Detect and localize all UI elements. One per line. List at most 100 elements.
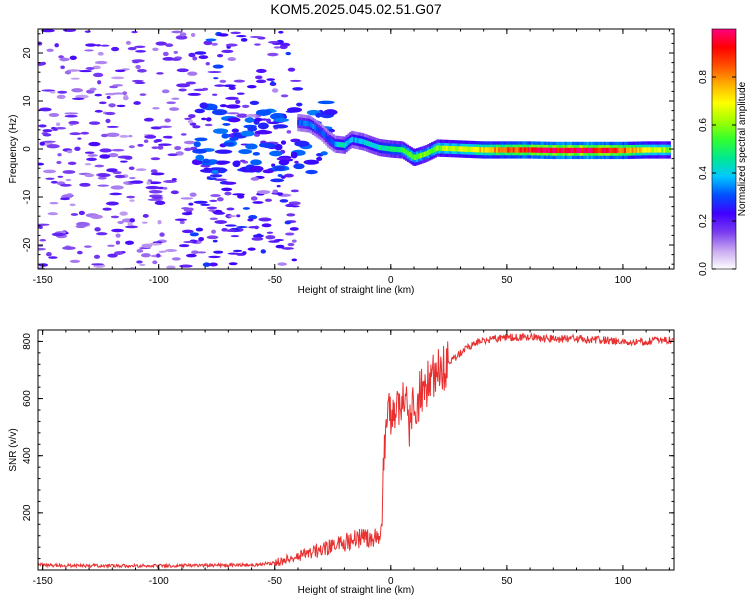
snr-y-tick-label: 800 [22, 333, 33, 350]
spectrogram-ridge-cell [599, 147, 603, 154]
spectrogram-cell [193, 141, 201, 148]
spectrogram-ridge-cell [585, 147, 588, 154]
spectrogram-cell [272, 189, 279, 194]
spectrogram-ridge-cell [549, 147, 553, 154]
spectrogram-ridge-cell [406, 150, 410, 156]
spectrogram-cell [110, 215, 120, 219]
spectrogram-cell [255, 75, 263, 80]
spectrogram-cell [129, 199, 135, 202]
spectrogram-ridge-cell [391, 146, 395, 152]
spectrogram-cell [273, 165, 286, 171]
spectrogram-cell [104, 111, 116, 116]
spectrogram-cell [171, 257, 181, 261]
spectrogram-cell [106, 95, 111, 99]
spectrogram-cell [62, 246, 76, 250]
spectrogram-ridge-cell [382, 145, 385, 151]
spectrogram-cell [54, 43, 59, 48]
spectrogram-cell [69, 132, 82, 136]
spectrogram-cell [305, 169, 318, 175]
spectrogram-ridge-cell [596, 147, 599, 154]
spectrogram-ridge-cell [560, 147, 564, 154]
spectrogram-cell [113, 251, 124, 255]
spectrogram-cell [136, 248, 144, 253]
spectrogram-ridge-cell [430, 148, 434, 154]
spectrogram-y-tick-label: 0 [22, 146, 33, 152]
spectrogram-cell [71, 97, 85, 100]
spectrogram-ridge-cell [544, 147, 547, 153]
spectrogram-ridge-cell [629, 147, 632, 153]
spectrogram-ridge-cell [663, 147, 666, 153]
colorbar-ticks: 0.0 0.2 0.4 0.6 0.8 [698, 70, 736, 276]
spectrogram-y-tick-label: 20 [22, 47, 33, 59]
spectrogram-ridge-cell [572, 147, 575, 154]
spectrogram-ridge-cell [317, 127, 320, 133]
spectrogram-cell [93, 254, 101, 259]
spectrogram-cell [278, 30, 284, 34]
spectrogram-cell [159, 232, 165, 237]
spectrogram-ridge-cell [352, 137, 356, 143]
spectrogram-cell [105, 118, 111, 124]
spectrogram-ridge-cell [490, 147, 493, 153]
spectrogram-cell [42, 133, 52, 137]
spectrogram-cell [108, 153, 119, 158]
spectrogram-cell [213, 77, 219, 80]
spectrogram-cell [280, 140, 287, 145]
spectrogram-cell [316, 156, 323, 162]
spectrogram-cell [150, 126, 162, 130]
spectrogram-cell [105, 132, 120, 137]
spectrogram-cell [190, 32, 196, 38]
spectrogram-cell [285, 51, 292, 56]
spectrogram-x-tick-label: 100 [615, 275, 632, 286]
spectrogram-cell [267, 52, 279, 57]
spectrogram-cell [191, 250, 199, 255]
spectrogram-cell [242, 207, 251, 210]
spectrogram-ridge-cell [527, 147, 530, 153]
spectrogram-cell [84, 49, 94, 52]
spectrogram-cell [287, 242, 295, 247]
spectrogram-ridge-cell [547, 147, 551, 153]
spectrogram-ridge-cell [330, 139, 333, 145]
spectrogram-cell [85, 43, 97, 47]
spectrogram-cell [110, 185, 124, 190]
spectrogram-cell [87, 154, 98, 157]
spectrogram-cell [213, 128, 229, 134]
spectrogram-cell [104, 92, 117, 96]
spectrogram-cell [187, 119, 193, 124]
spectrogram-ridge-cell [620, 147, 623, 154]
spectrogram-cell [294, 160, 299, 164]
spectrogram-cell [235, 35, 247, 38]
spectrogram-cell [39, 239, 47, 242]
spectrogram-ridge-cell [442, 145, 445, 151]
spectrogram-cell [94, 93, 102, 97]
spectrogram-cell [188, 202, 194, 206]
spectrogram-ridge-cell [514, 147, 517, 153]
spectrogram-ridge-cell [455, 146, 458, 152]
snr-x-tick-label: 50 [501, 576, 513, 587]
spectrogram-ridge-cell [573, 147, 577, 154]
spectrogram-cell [135, 64, 141, 70]
spectrogram-cell [211, 109, 228, 116]
spectrogram-cell [323, 109, 338, 116]
spectrogram-cell [279, 199, 289, 203]
spectrogram-cell [217, 53, 224, 58]
spectrogram-cell [125, 40, 131, 45]
spectrogram-cell [138, 263, 146, 266]
spectrogram-ridge-cell [523, 147, 527, 153]
spectrogram-cell [97, 51, 104, 56]
spectrogram-cell [273, 46, 281, 49]
spectrogram-ridge-cell [611, 147, 614, 154]
spectrogram-cell [145, 185, 160, 190]
spectrogram-ridge-cell [338, 141, 341, 148]
spectrogram-cell [106, 125, 119, 128]
colorbar-label: Normalized spectral amplitude [737, 81, 748, 216]
spectrogram-cell [119, 211, 128, 216]
spectrogram-ridge-cell [521, 147, 525, 153]
spectrogram-ridge-cell [479, 147, 482, 153]
spectrogram-ridge-cell [534, 147, 538, 153]
spectrogram-ridge-cell [388, 146, 391, 152]
spectrogram-ridge-cell [399, 147, 402, 153]
spectrogram-ridge-cell [559, 147, 562, 154]
spectrogram-cell [54, 127, 67, 130]
spectrogram-cell [59, 57, 70, 62]
spectrogram-ridge-cell [657, 147, 660, 153]
